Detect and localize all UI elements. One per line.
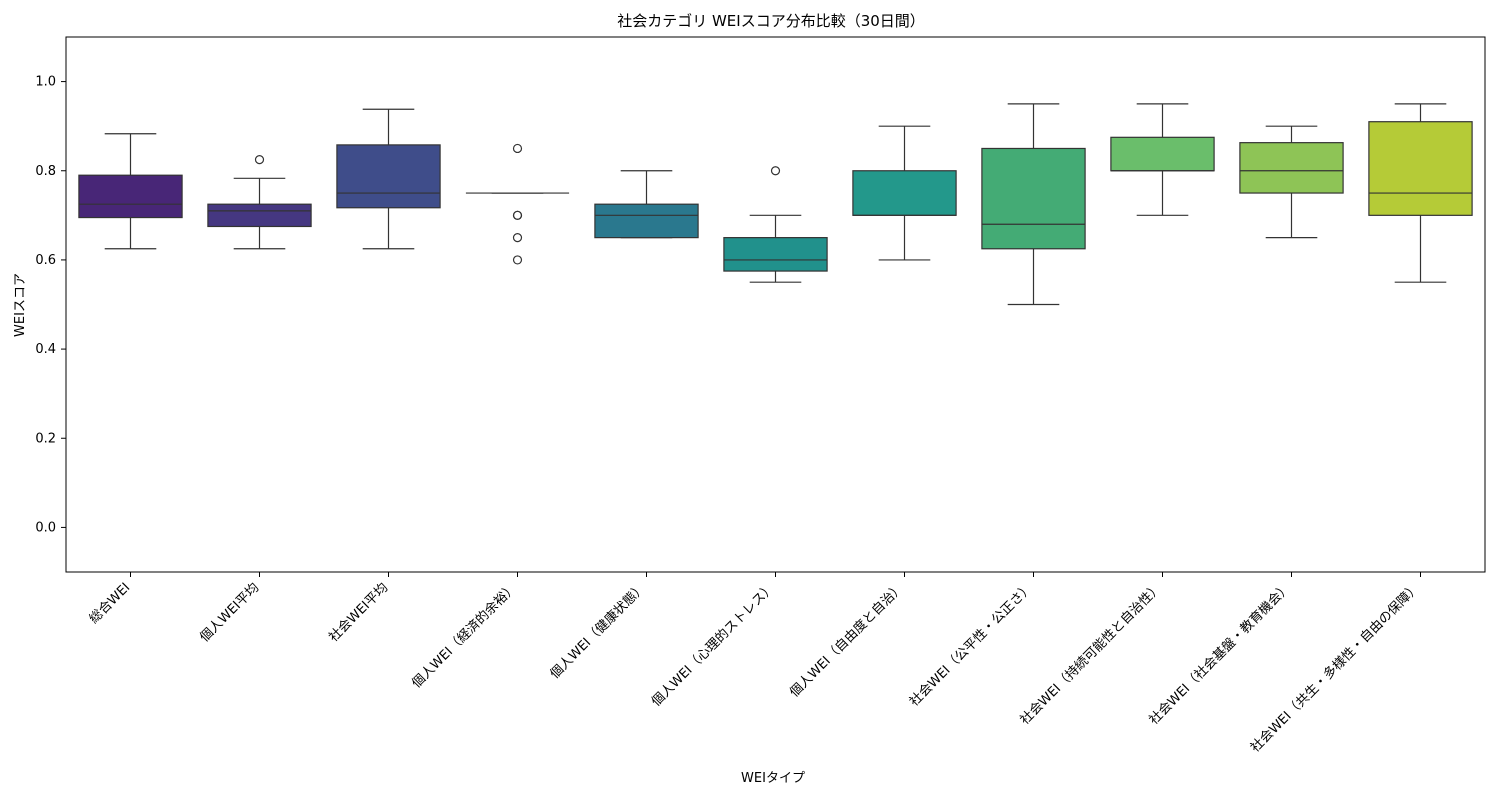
plot-frame — [65, 36, 1486, 573]
outlier-point — [770, 166, 781, 176]
box-iqr — [1110, 136, 1215, 172]
outlier-point — [512, 255, 523, 265]
x-tick-label: 社会WEI平均 — [326, 580, 392, 646]
y-tick-label: 1.0 — [35, 75, 56, 90]
y-tick-label: 0.8 — [35, 164, 56, 179]
x-axis-label: WEIタイプ — [741, 771, 805, 786]
outlier-point — [512, 143, 523, 154]
box-iqr — [981, 147, 1086, 250]
box-iqr — [723, 237, 828, 272]
box-iqr — [1239, 142, 1344, 194]
box-iqr — [852, 170, 957, 216]
y-axis-label: WEIスコア — [13, 273, 28, 337]
box-iqr — [78, 174, 183, 219]
y-tick-label: 0.4 — [35, 342, 56, 357]
chart-title: 社会カテゴリ WEIスコア分布比較（30日間） — [617, 12, 925, 30]
box-iqr — [1368, 121, 1473, 216]
x-tick-label: 社会WEI（公平性・公正さ） — [906, 580, 1036, 710]
y-tick-label: 0.0 — [35, 520, 56, 535]
x-tick-label: 個人WEI（健康状態） — [547, 580, 649, 682]
box-iqr — [594, 203, 699, 239]
y-tick-label: 0.2 — [35, 431, 56, 446]
outlier-point — [254, 155, 265, 165]
x-tick-label: 個人WEI（経済的余裕） — [409, 580, 521, 692]
x-tick-label: 総合WEI — [87, 580, 134, 627]
x-tick-label: 社会WEI（持続可能性と自治性） — [1017, 580, 1165, 728]
y-tick-label: 0.6 — [35, 253, 56, 268]
outlier-point — [512, 210, 523, 220]
x-tick-label: 社会WEI（社会基盤・教育機会） — [1146, 580, 1294, 728]
outlier-point — [512, 233, 523, 243]
box-iqr — [336, 144, 441, 209]
x-tick-label: 個人WEI（心理的ストレス） — [648, 580, 778, 710]
x-tick-label: 個人WEI（自由度と自治） — [786, 580, 907, 701]
box-iqr — [207, 203, 312, 228]
x-tick-label: 個人WEI平均 — [197, 580, 262, 645]
